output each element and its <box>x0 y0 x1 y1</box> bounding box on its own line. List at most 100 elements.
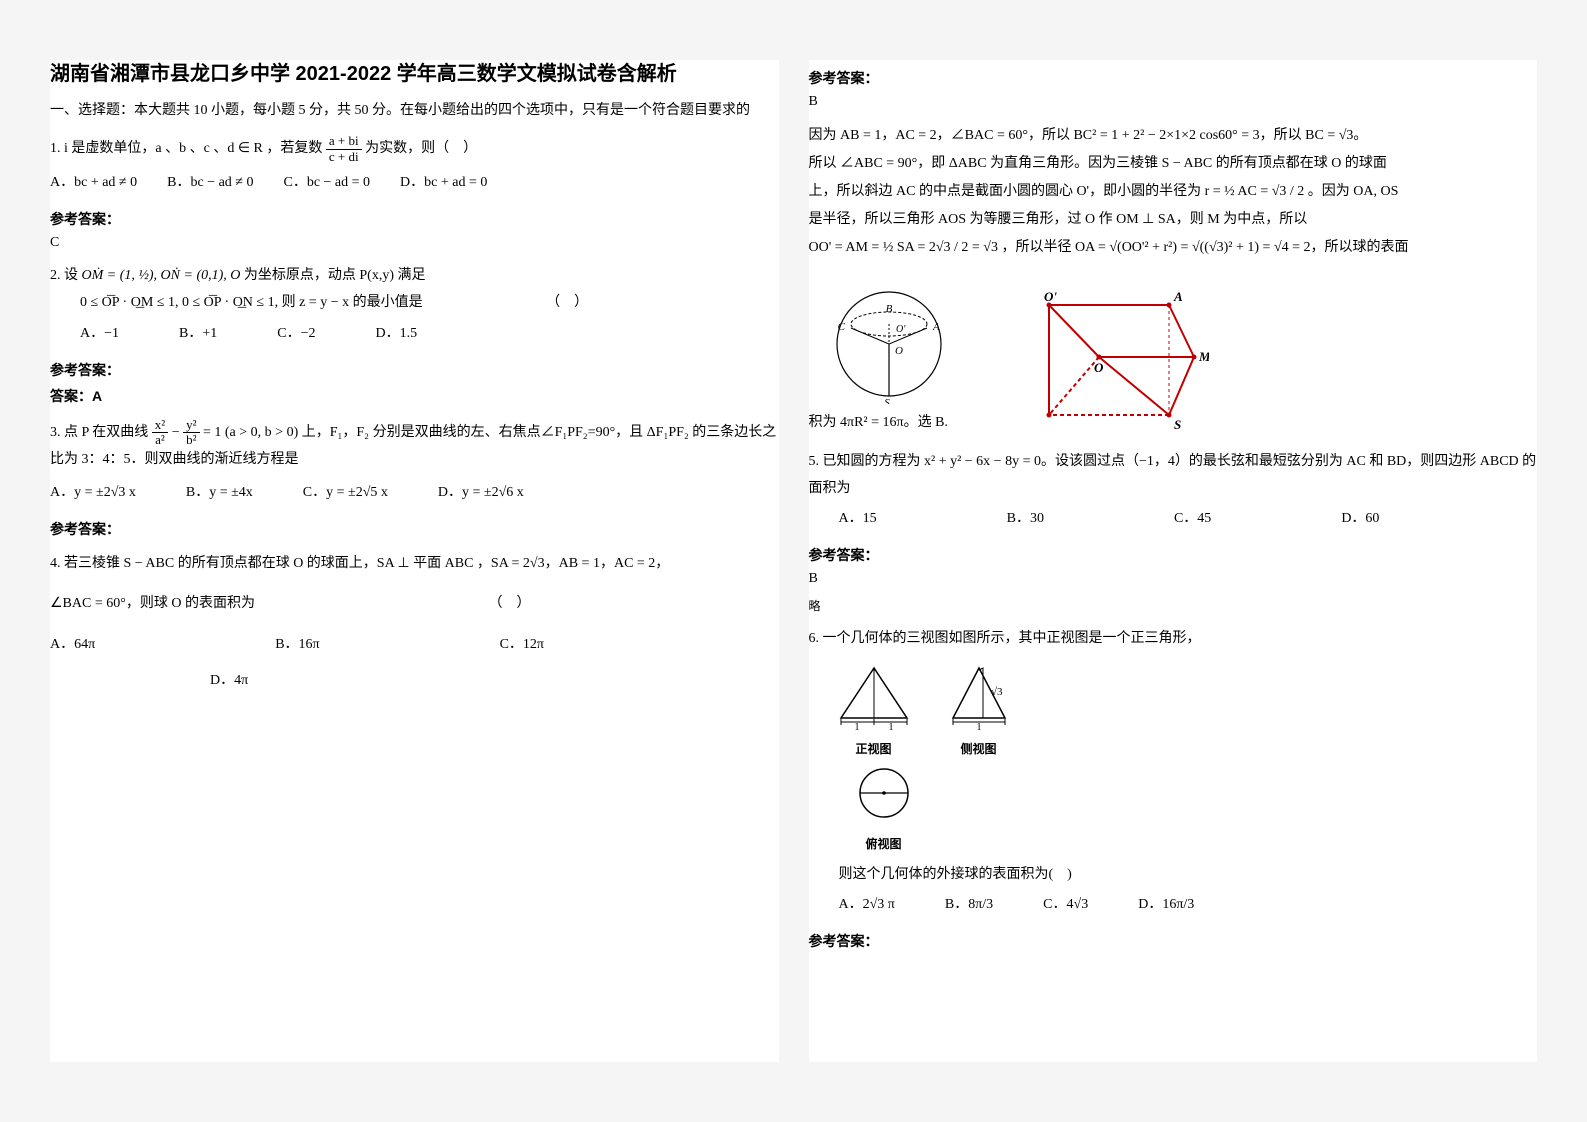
q2-options: A．−1 B．+1 C．−2 D．1.5 <box>50 321 779 348</box>
svg-text:A: A <box>932 321 940 333</box>
q4-sol6: 积为 4πR² = 16π。选 B. <box>809 409 969 437</box>
q3-optD: D．y = ±2√6 x <box>438 480 524 507</box>
section-1-heading: 一、选择题：本大题共 10 小题，每小题 5 分，共 50 分。在每小题给出的四… <box>50 100 779 122</box>
q1-fraction: a + bi c + di <box>326 134 362 164</box>
question-6: 6. 一个几何体的三视图如图所示，其中正视图是一个正三角形， 1 1 正视图 <box>809 626 1538 919</box>
q4-sol3-r: r = ½ AC = √3 / 2 <box>1205 184 1305 199</box>
q2-bracket: （ ） <box>546 295 588 310</box>
q2-answer-label: 参考答案： <box>50 360 779 380</box>
svg-text:1: 1 <box>888 722 893 730</box>
q4-options-row2: D．4π <box>50 668 779 695</box>
q4-stem2: ∠BAC = 60°，则球 O 的表面积为 <box>50 596 255 611</box>
q4-sol2: 所以 ∠ABC = 90°，即 ΔABC 为直角三角形。因为三棱锥 S − AB… <box>809 150 1538 178</box>
q4-sol5: OO' = AM = ½ SA = 2√3 / 2 = √3 ，所以半径 OA … <box>809 234 1538 262</box>
svg-text:O': O' <box>896 324 906 335</box>
q5-optD: D．60 <box>1341 506 1379 533</box>
q4-sol3: 上，所以斜边 AC 的中点是截面小圆的圆心 O'，即小圆的半径为 r = ½ A… <box>809 178 1538 206</box>
svg-text:M: M <box>1198 349 1209 364</box>
q6-stem2: 则这个几何体的外接球的表面积为( ) <box>809 862 1538 889</box>
q2-stem-pre: 2. 设 <box>50 268 78 283</box>
svg-text:1: 1 <box>976 722 981 730</box>
q4-sol6-wrap: B C A O' O S 积为 4πR² = 16π。选 B. <box>809 274 969 437</box>
q4-sol4: 是半径，所以三角形 AOS 为等腰三角形，过 O 作 OM ⊥ SA，则 M 为… <box>809 206 1538 234</box>
q5-optC: C．45 <box>1174 506 1211 533</box>
q3-optA: A．y = ±2√3 x <box>50 480 136 507</box>
q4-optC: C．12π <box>500 632 544 659</box>
question-1: 1. i 是虚数单位，a 、b 、c 、d ∈ R ，若复数 a + bi c … <box>50 134 779 196</box>
q5-optA: A．15 <box>839 506 877 533</box>
svg-text:C: C <box>837 321 845 333</box>
q4-sol5-post: ，所以半径 OA = √(OO'² + r²) = √((√3)² + 1) =… <box>1002 240 1409 255</box>
q2-optB: B．+1 <box>179 321 217 348</box>
tetrahedron-diagram: O' A M S O <box>999 287 1209 437</box>
q3-optC: C．y = ±2√5 x <box>303 480 388 507</box>
sphere-section-diagram: B C A O' O S <box>809 274 969 404</box>
q5-options: A．15 B．30 C．45 D．60 <box>809 506 1538 533</box>
q2-om-expr: OṀ = (1, ½), OṄ = (0,1), O <box>82 268 241 283</box>
q6-options: A．2√3 π B．8π/3 C．4√3 D．16π/3 <box>809 892 1538 919</box>
svg-text:√3: √3 <box>991 686 1003 698</box>
q6-views-row1: 1 1 正视图 √3 1 侧视图 <box>829 660 1538 761</box>
q2-optA: A．−1 <box>80 321 119 348</box>
q6-answer-label: 参考答案： <box>809 931 1538 951</box>
right-column: 参考答案： B 因为 AB = 1，AC = 2，∠BAC = 60°，所以 B… <box>809 60 1538 1062</box>
svg-text:O: O <box>895 345 903 357</box>
q6-top-label: 俯视图 <box>839 833 929 856</box>
q5-answer: B <box>809 571 1538 587</box>
q4-options-row1: A．64π B．16π C．12π <box>50 632 779 659</box>
q4-sol3-post: 。因为 OA, OS <box>1308 184 1399 199</box>
q3-options: A．y = ±2√3 x B．y = ±4x C．y = ±2√5 x D．y … <box>50 480 779 507</box>
q4-optA: A．64π <box>50 632 95 659</box>
svg-text:B: B <box>885 303 892 315</box>
question-5: 5. 已知圆的方程为 x² + y² − 6x − 8y = 0。设该圆过点（−… <box>809 449 1538 533</box>
q4-sol3-pre: 上，所以斜边 AC 的中点是截面小圆的圆心 O'，即小圆的半径为 <box>809 184 1202 199</box>
q3-stem-pre: 3. 点 P 在双曲线 <box>50 425 148 440</box>
q6-optB: B．8π/3 <box>945 892 993 919</box>
q2-cond: 0 ≤ O͞P · O͟M ≤ 1, 0 ≤ O͞P · O͟N ≤ 1, 则 … <box>80 295 423 310</box>
q6-side-view: √3 1 侧视图 <box>939 660 1019 761</box>
q1-answer-label: 参考答案： <box>50 209 779 229</box>
q1-optA: A．bc + ad ≠ 0 <box>50 170 137 197</box>
q4-stem: 4. 若三棱锥 S − ABC 的所有顶点都在球 O 的球面上，SA ⊥ 平面 … <box>50 551 779 578</box>
q4-optD: D．4π <box>210 673 248 688</box>
q4-solution: 因为 AB = 1，AC = 2，∠BAC = 60°，所以 BC² = 1 +… <box>809 122 1538 262</box>
q4-optB: B．16π <box>275 632 319 659</box>
q2-optC: C．−2 <box>277 321 315 348</box>
q1-optB: B．bc − ad ≠ 0 <box>167 170 253 197</box>
q6-optD: D．16π/3 <box>1138 892 1194 919</box>
q2-condition: 0 ≤ O͞P · O͟M ≤ 1, 0 ≤ O͞P · O͟N ≤ 1, 则 … <box>50 289 779 317</box>
svg-text:O': O' <box>1044 289 1057 304</box>
q1-stem-post: 为实数，则（ ） <box>365 141 477 156</box>
q6-optA: A．2√3 π <box>839 892 895 919</box>
q4-diagrams: B C A O' O S 积为 4πR² = 16π。选 B. O <box>809 274 1538 437</box>
q3-hyperbola2: y² b² <box>183 418 199 448</box>
q6-side-label: 侧视图 <box>939 738 1019 761</box>
q1-answer: C <box>50 235 779 251</box>
q2-answer: 答案：A <box>50 386 779 406</box>
question-4: 4. 若三棱锥 S − ABC 的所有顶点都在球 O 的球面上，SA ⊥ 平面 … <box>50 551 779 695</box>
q4-sol5-pre: OO' = AM = ½ SA = 2√3 / 2 = √3 <box>809 240 999 255</box>
q6-top-view: 俯视图 <box>839 765 929 856</box>
left-column: 湖南省湘潭市县龙口乡中学 2021-2022 学年高三数学文模拟试卷含解析 一、… <box>50 60 779 1062</box>
q5-note: 略 <box>809 597 1538 614</box>
q4-answer: B <box>809 94 1538 110</box>
svg-text:1: 1 <box>854 722 859 730</box>
q2-stem-mid: 为坐标原点，动点 P(x,y) 满足 <box>244 268 426 283</box>
svg-text:A: A <box>1173 289 1183 304</box>
svg-text:O: O <box>1094 360 1104 375</box>
q6-stem: 6. 一个几何体的三视图如图所示，其中正视图是一个正三角形， <box>809 626 1538 653</box>
q6-front-label: 正视图 <box>829 738 919 761</box>
q1-optD: D．bc + ad = 0 <box>400 170 487 197</box>
q6-optC: C．4√3 <box>1043 892 1088 919</box>
q3-optB: B．y = ±4x <box>186 480 253 507</box>
q1-frac-den: c + di <box>326 150 362 164</box>
q1-stem-pre: 1. i 是虚数单位，a 、b 、c 、d ∈ R ，若复数 <box>50 141 322 156</box>
q4-answer-label: 参考答案： <box>809 68 1538 88</box>
question-2: 2. 设 OṀ = (1, ½), OṄ = (0,1), O 为坐标原点，动点… <box>50 263 779 348</box>
svg-text:S: S <box>1174 417 1181 432</box>
exam-title: 湖南省湘潭市县龙口乡中学 2021-2022 学年高三数学文模拟试卷含解析 <box>50 60 779 88</box>
q2-optD: D．1.5 <box>375 321 417 348</box>
q3-answer-label: 参考答案： <box>50 519 779 539</box>
q3-hyperbola: x² a² <box>152 418 168 448</box>
q4-sol1: 因为 AB = 1，AC = 2，∠BAC = 60°，所以 BC² = 1 +… <box>809 122 1538 150</box>
